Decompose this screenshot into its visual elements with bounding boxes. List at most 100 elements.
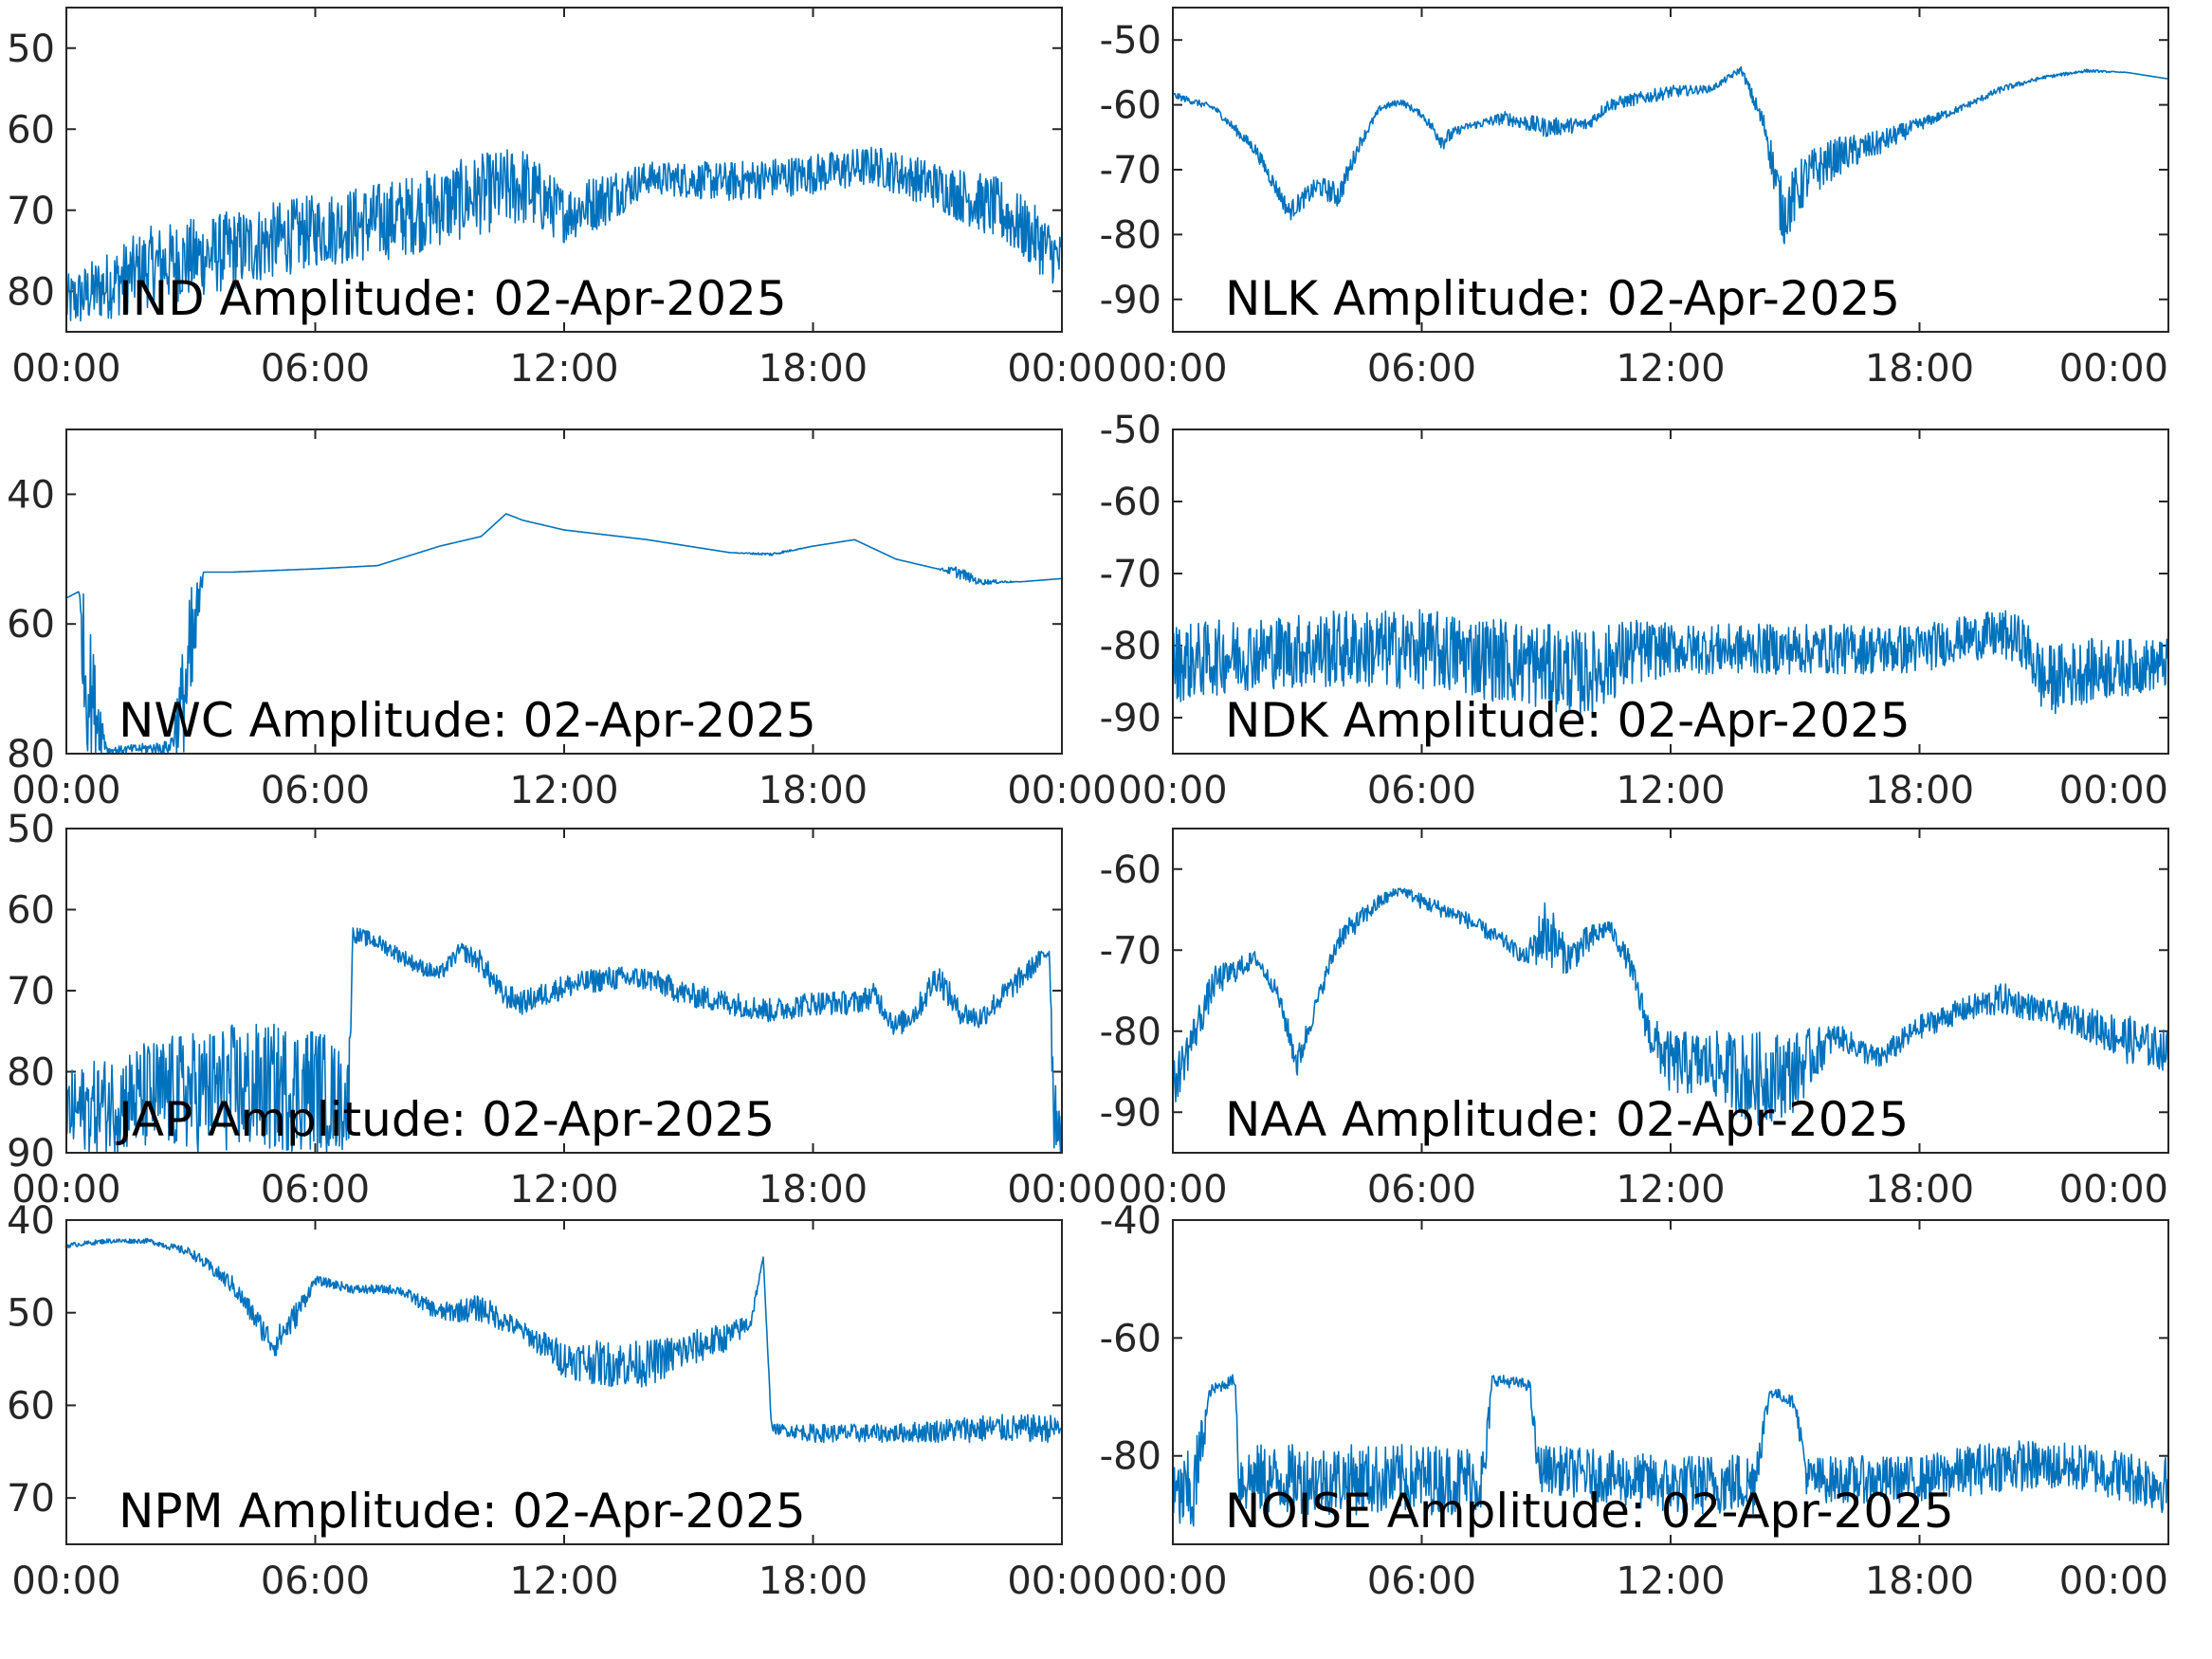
nwc-x-tick-label: 18:00 (759, 769, 868, 812)
ndk-y-tick-label: -80 (1100, 625, 1161, 668)
nwc-y-tick-labels: 40 60 80 (7, 473, 55, 776)
panel-nlk: -50 -60 -70 -80 -90 00:00 06:00 12:00 18:00 00:0… (1100, 7, 2169, 391)
noise-x-tick-label: 00:00 (2059, 1559, 2168, 1603)
jap-x-tick-label: 00:00 (11, 1168, 120, 1212)
naa-x-tick-labels: 00:00 06:00 12:00 18:00 00:00 (1118, 1168, 2168, 1212)
ndk-y-tick-label: -50 (1100, 409, 1161, 452)
jap-y-tick-label: 80 (7, 1051, 55, 1095)
naa-x-tick-label: 00:00 (1118, 1168, 1227, 1212)
naa-x-tick-label: 00:00 (2059, 1168, 2168, 1212)
ind-x-tick-label: 18:00 (759, 347, 868, 391)
nwc-x-tick-labels: 00:00 06:00 12:00 18:00 00:00 (11, 769, 1116, 812)
ndk-x-tick-label: 00:00 (2059, 769, 2168, 812)
naa-y-tick-label: -60 (1100, 848, 1161, 892)
ndk-x-tick-label: 18:00 (1865, 769, 1974, 812)
naa-x-tick-label: 12:00 (1616, 1168, 1725, 1212)
panel-npm: 40 50 60 70 00:00 06:00 12:00 18:00 00:00 NPM A… (7, 1199, 1117, 1603)
nlk-x-tick-labels: 00:00 06:00 12:00 18:00 00:00 (1118, 347, 2168, 391)
panel-nwc: 40 60 80 00:00 06:00 12:00 18:00 00:00 NWC Amp… (7, 428, 1117, 812)
nlk-y-tick-label: -70 (1100, 149, 1161, 192)
nwc-panel-title: NWC Amplitude: 02-Apr-2025 (119, 693, 816, 748)
noise-y-tick-label: -80 (1100, 1435, 1161, 1479)
jap-x-tick-labels: 00:00 06:00 12:00 18:00 00:00 (11, 1168, 1116, 1212)
ndk-x-tick-labels: 00:00 06:00 12:00 18:00 00:00 (1118, 769, 2168, 812)
naa-panel-title: NAA Amplitude: 02-Apr-2025 (1225, 1092, 1909, 1147)
nlk-axes-frame (1172, 7, 2169, 333)
nwc-amplitude-series (65, 513, 1063, 755)
nlk-x-tick-label: 00:00 (2059, 347, 2168, 391)
ind-y-tick-label: 70 (7, 190, 55, 233)
nlk-y-tick-label: -90 (1100, 279, 1161, 322)
naa-y-tick-label: -90 (1100, 1091, 1161, 1135)
nlk-x-tick-label: 12:00 (1616, 347, 1725, 391)
ind-axes-frame (65, 7, 1063, 333)
nwc-y-tick-label: 60 (7, 603, 55, 647)
npm-y-tick-label: 60 (7, 1384, 55, 1428)
ind-y-tick-label: 50 (7, 27, 55, 71)
ind-x-tick-label: 00:00 (1007, 347, 1116, 391)
noise-y-tick-labels: -40 -60 -80 (1100, 1199, 1161, 1479)
ndk-y-tick-label: -60 (1100, 481, 1161, 524)
nlk-y-tick-label: -50 (1100, 19, 1161, 63)
ind-x-tick-label: 12:00 (509, 347, 618, 391)
jap-x-tick-label: 00:00 (1007, 1168, 1116, 1212)
ind-x-tick-label: 00:00 (11, 347, 120, 391)
noise-x-tick-label: 18:00 (1865, 1559, 1974, 1603)
noise-y-tick-label: -40 (1100, 1199, 1161, 1243)
npm-x-tick-label: 00:00 (11, 1559, 120, 1603)
ind-y-tick-labels: 50 60 70 80 (7, 27, 55, 315)
nwc-x-tick-label: 12:00 (509, 769, 618, 812)
panel-naa: -60 -70 -80 -90 00:00 06:00 12:00 18:00 00:00 N… (1100, 828, 2169, 1212)
jap-y-tick-label: 60 (7, 889, 55, 933)
nwc-y-tick-label: 80 (7, 733, 55, 776)
noise-y-tick-label: -60 (1100, 1317, 1161, 1360)
ndk-axes-frame (1172, 428, 2169, 755)
ndk-x-tick-label: 06:00 (1367, 769, 1476, 812)
naa-axes-frame (1172, 828, 2169, 1154)
npm-y-tick-label: 50 (7, 1292, 55, 1336)
npm-y-tick-labels: 40 50 60 70 (7, 1199, 55, 1521)
npm-panel-title: NPM Amplitude: 02-Apr-2025 (119, 1484, 806, 1539)
ndk-x-tick-label: 12:00 (1616, 769, 1725, 812)
naa-y-tick-labels: -60 -70 -80 -90 (1100, 848, 1161, 1136)
nlk-panel-title: NLK Amplitude: 02-Apr-2025 (1225, 271, 1900, 326)
nwc-x-tick-label: 00:00 (1007, 769, 1116, 812)
jap-y-tick-label: 70 (7, 970, 55, 1013)
naa-x-tick-label: 18:00 (1865, 1168, 1974, 1212)
nlk-y-tick-label: -60 (1100, 84, 1161, 128)
naa-y-tick-label: -80 (1100, 1011, 1161, 1054)
ind-x-tick-label: 06:00 (261, 347, 370, 391)
nwc-axes-frame (65, 428, 1063, 755)
ndk-y-tick-label: -90 (1100, 697, 1161, 740)
panel-ind: 50 60 70 80 00:00 06:00 12:00 18:00 00:00 IND A… (7, 7, 1117, 391)
ind-panel-title: IND Amplitude: 02-Apr-2025 (119, 271, 787, 326)
ndk-x-tick-label: 00:00 (1118, 769, 1227, 812)
noise-amplitude-series (1172, 1374, 2169, 1527)
npm-x-tick-label: 18:00 (759, 1559, 868, 1603)
ind-y-tick-label: 60 (7, 108, 55, 152)
nlk-y-tick-labels: -50 -60 -70 -80 -90 (1100, 19, 1161, 322)
nlk-x-tick-label: 00:00 (1118, 347, 1227, 391)
panel-ndk: -50-60-70-80-90 00:00 06:00 12:00 18:00 00:0… (1100, 409, 2169, 812)
npm-x-tick-label: 00:00 (1007, 1559, 1116, 1603)
naa-y-tick-label: -70 (1100, 929, 1161, 973)
panel-noise: -40 -60 -80 00:00 06:00 12:00 18:00 00:00 NOIS… (1100, 1199, 2169, 1603)
jap-x-tick-label: 18:00 (759, 1168, 868, 1212)
npm-x-tick-label: 12:00 (509, 1559, 618, 1603)
nwc-y-tick-label: 40 (7, 473, 55, 517)
nlk-y-tick-label: -80 (1100, 213, 1161, 257)
jap-amplitude-series (65, 927, 1063, 1154)
ndk-panel-title: NDK Amplitude: 02-Apr-2025 (1225, 693, 1910, 748)
jap-panel-title: JAP Amplitude: 02-Apr-2025 (116, 1092, 775, 1147)
ind-x-tick-labels: 00:00 06:00 12:00 18:00 00:00 (11, 347, 1116, 391)
nlk-amplitude-series (1172, 65, 2169, 245)
ndk-amplitude-series (1172, 609, 2169, 715)
noise-panel-title: NOISE Amplitude: 02-Apr-2025 (1225, 1484, 1954, 1539)
npm-amplitude-series (65, 1237, 1063, 1444)
npm-axes-frame (65, 1219, 1063, 1545)
npm-x-tick-labels: 00:00 06:00 12:00 18:00 00:00 (11, 1559, 1116, 1603)
npm-y-tick-label: 40 (7, 1199, 55, 1243)
naa-amplitude-series (1172, 887, 2169, 1126)
jap-axes-frame (65, 828, 1063, 1154)
